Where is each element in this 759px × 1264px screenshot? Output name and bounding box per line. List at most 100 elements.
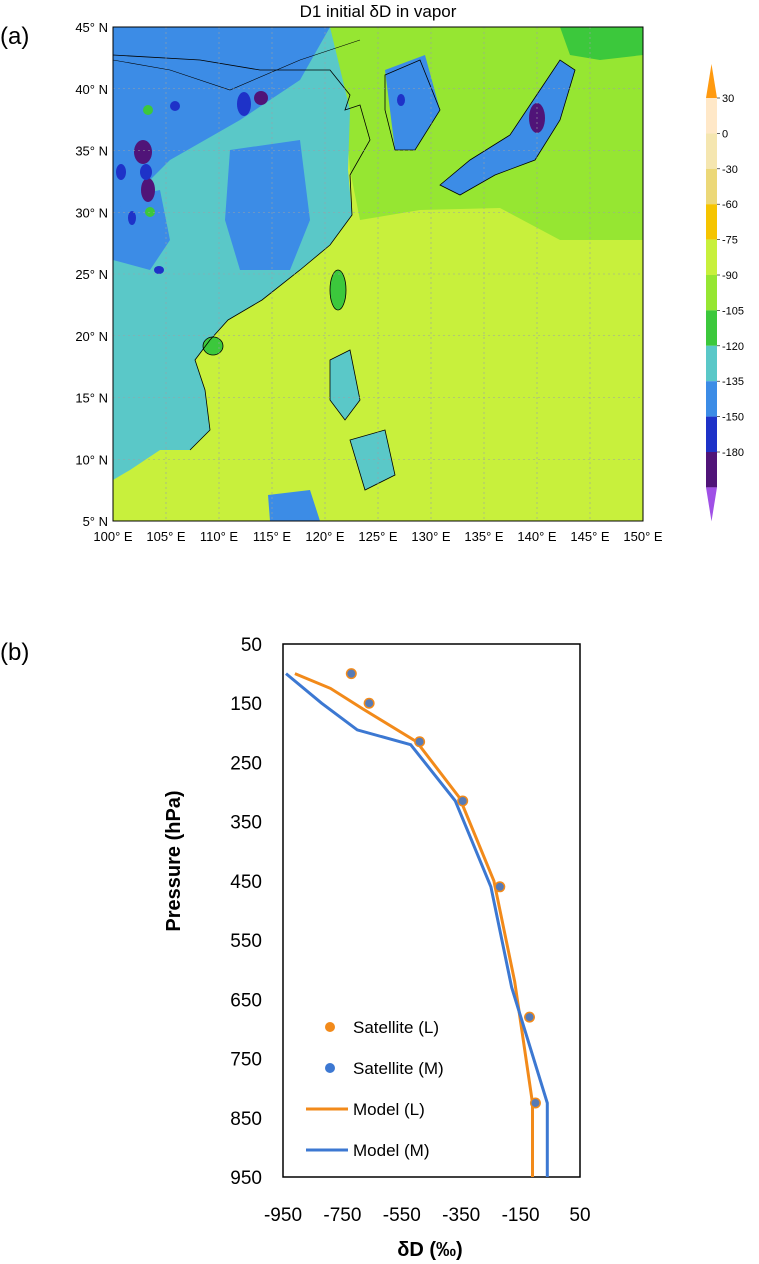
map-y-tick-label: 45° N [75,20,108,35]
map-x-tick-label: 135° E [464,529,504,544]
map-spot-7 [116,164,126,180]
map-coastline-taiwan [329,269,347,311]
colorbar-tick-label: -180 [722,447,744,459]
map-x-tick-label: 145° E [570,529,610,544]
legend-label: Model (M) [353,1141,430,1160]
colorbar-bottom-arrow [706,487,717,522]
colorbar-segment [706,168,717,205]
profile-points [345,668,541,1109]
map-y-tick-label: 35° N [75,144,108,159]
colorbar-tick-label: -150 [722,412,744,424]
colorbar-tick-label: -30 [722,164,738,176]
colorbar-segment [706,381,717,417]
colorbar-tick-label: -90 [722,270,738,282]
map-coastline-korea [384,59,441,151]
colorbar-segment [706,345,717,382]
map-y-ticks: 45° N 40° N 35° N 30° N 25° N 20° N 15° N 10° N… [75,20,108,529]
panel-a-label: (a) [0,23,29,50]
satellite-m-point [495,882,504,891]
colorbar-tick-label: -75 [722,235,738,247]
satellite-m-point [531,1098,540,1107]
map-spot-4 [134,140,152,164]
map-gridlines [113,27,643,521]
profile-y-tick-label: 150 [230,694,262,715]
profile-y-tick-label: 250 [230,753,262,774]
colorbar-segment [706,452,717,488]
colorbar-segment [706,98,717,134]
profile-y-tick-label: 650 [230,990,262,1011]
map-spot-green-1 [143,105,153,115]
map-spot-8 [128,211,136,225]
profile-x-ticks: -950 -750 -550 -350 -150 50 [264,1205,591,1226]
map-y-tick-label: 5° N [83,514,108,529]
satellite-m-point [458,796,467,805]
map-field-borneo [268,490,320,521]
map-spot-3 [170,101,180,111]
legend-label: Satellite (L) [353,1018,439,1037]
colorbar-segment [706,133,717,169]
map-x-tick-label: 140° E [517,529,557,544]
colorbar-top-arrow [706,64,717,98]
map-field-taiwan [330,270,346,310]
map-spot-5 [141,178,155,202]
profile-x-tick-label: 50 [569,1205,590,1226]
profile-x-axis-label: δD (‰) [397,1239,462,1261]
profile-line-model-m [285,672,549,1177]
legend-label: Model (L) [353,1100,425,1119]
profile-x-tick-label: -350 [442,1205,480,1226]
map-x-tick-label: 100° E [93,529,133,544]
profile-y-tick-label: 850 [230,1109,262,1130]
profile-y-tick-label: 50 [241,635,262,656]
map-x-tick-label: 105° E [146,529,186,544]
map-spot-korea [397,94,405,106]
profile-y-tick-label: 350 [230,813,262,834]
profile-x-tick-label: -950 [264,1205,302,1226]
map-y-tick-label: 25° N [75,267,108,282]
profile-y-axis-label: Pressure (hPa) [163,790,185,931]
map-frame [112,26,644,522]
map-y-tick-label: 40° N [75,82,108,97]
map-x-ticks: 100° E 105° E 110° E 115° E 120° E 125° E 130°… [93,529,663,544]
map-coastline-hainan [202,336,224,356]
satellite-m-point [347,669,356,678]
map-coastline-japan [439,59,576,196]
map-y-tick-label: 10° N [75,452,108,467]
legend-label: Satellite (M) [353,1059,444,1078]
map-x-tick-label: 110° E [200,529,239,544]
panel-b-label: (b) [0,639,29,666]
profile-y-tick-label: 750 [230,1050,262,1071]
satellite-m-point [525,1013,534,1022]
colorbar-tick-label: 0 [722,128,728,140]
map-x-tick-label: 130° E [411,529,451,544]
colorbar-segment [706,310,717,346]
profile-plot-frame [282,643,581,1178]
map-spot-6 [140,164,152,180]
map-y-tick-label: 20° N [75,329,108,344]
colorbar-tick-label: -105 [722,305,744,317]
map-border-line [113,39,361,91]
map-field-central-china [225,140,310,270]
satellite-m-point [415,737,424,746]
map-field-hainan [203,337,223,355]
legend-marker [325,1063,335,1073]
map-spot-2 [254,91,268,105]
map-field-japan [440,60,575,195]
map-x-tick-label: 125° E [358,529,398,544]
map-x-tick-label: 120° E [305,529,345,544]
legend-marker [325,1022,335,1032]
profile-x-tick-label: -550 [383,1205,421,1226]
profile-y-tick-label: 550 [230,931,262,952]
colorbar-tick-label: -60 [722,199,738,211]
map-field-northeast [560,27,643,60]
map-coastline-philippines [329,349,396,491]
profile-y-tick-label: 450 [230,872,262,893]
map-spot-9 [154,266,164,274]
map-x-tick-label: 115° E [253,529,292,544]
colorbar-segment [706,275,717,311]
map-coastline-mainland [113,54,371,451]
colorbar-tick-label: -135 [722,376,744,388]
satellite-m-point [365,699,374,708]
map-title: D1 initial δD in vapor [300,2,457,21]
colorbar-segment [706,239,717,275]
